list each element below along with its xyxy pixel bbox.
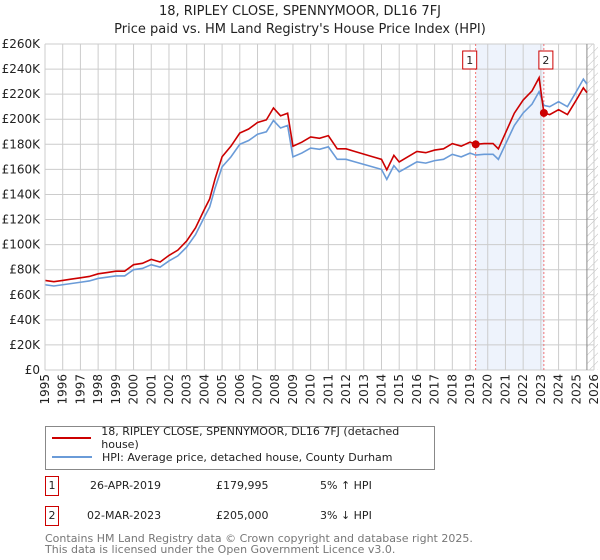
x-tick-label: 2011 [321,374,335,405]
forecast-hatch [586,44,598,370]
sale-badge-box [462,50,478,70]
x-tick-label: 1996 [56,374,70,405]
footer-copyright: Contains HM Land Registry data © Crown c… [45,532,473,545]
chart-subtitle: Price paid vs. HM Land Registry's House … [114,22,486,37]
x-tick-label: 2022 [516,374,530,405]
price-chart: £0 £20K £40K £60K £80K £100K £120K £140K £160K £1… [2,37,600,405]
x-tick-label: 2002 [162,374,176,405]
sale-date: 02-MAR-2023 [87,509,162,522]
x-tick-label: 2020 [481,374,495,405]
x-tick-label: 2025 [569,374,583,405]
y-tick-label: £40K [9,313,41,327]
y-tick-label: £80K [9,263,41,277]
x-tick-label: 2021 [498,374,512,405]
x-tick-label: 2005 [215,374,229,405]
sale-period-shade [475,44,544,370]
sale-date: 26-APR-2019 [90,479,162,492]
sale-badge-label: 1 [466,54,473,67]
legend-label: HPI: Average price, detached house, Coun… [102,450,393,464]
x-tick-label: 2006 [233,374,247,405]
x-tick-label: 1999 [109,374,123,405]
y-tick-label: £200K [2,112,42,126]
x-tick-label: 2001 [144,374,158,405]
sale-point [471,140,480,149]
legend-swatch-property [52,437,92,439]
y-tick-label: £100K [2,238,42,252]
y-tick-label: £160K [2,162,42,176]
y-tick-label: £240K [2,62,42,76]
x-tick-label: 2010 [304,374,318,405]
sale-badge: 2 [45,506,59,526]
sale-row: 1 26-APR-2019 £179,995 5% ↑ HPI [45,476,545,496]
chart-title: 18, RIPLEY CLOSE, SPENNYMOOR, DL16 7FJ [158,4,442,19]
sale-badge-label: 2 [542,54,549,67]
x-tick-label: 2024 [552,374,566,405]
x-tick-label: 2008 [268,374,282,405]
x-tick-label: 2012 [339,374,353,405]
sale-badge-box [538,50,554,70]
x-tick-label: 2003 [180,374,194,405]
y-tick-label: £180K [2,137,42,151]
sale-badge: 1 [45,476,59,496]
legend-item-hpi: HPI: Average price, detached house, Coun… [52,449,393,465]
x-tick-label: 2015 [392,374,406,405]
hpi-line [44,77,588,287]
y-tick-label: £220K [2,87,42,101]
x-tick-label: 2013 [357,374,371,405]
sale-price: £205,000 [216,509,269,522]
sale-price: £179,995 [216,479,269,492]
x-tick-label: 2007 [251,374,265,405]
x-tick-label: 2019 [463,374,477,405]
sale-hpi-diff: 5% ↑ HPI [320,479,372,492]
legend-item-property: 18, RIPLEY CLOSE, SPENNYMOOR, DL16 7FJ (… [52,425,434,451]
sale-hpi-diff: 3% ↓ HPI [320,509,372,522]
sale-row: 2 02-MAR-2023 £205,000 3% ↓ HPI [45,506,545,526]
y-tick-label: £0 [25,363,40,377]
x-tick-label: 1997 [73,374,87,405]
legend-swatch-hpi [52,456,92,458]
legend-label: 18, RIPLEY CLOSE, SPENNYMOOR, DL16 7FJ (… [101,425,400,451]
x-tick-label: 1995 [38,374,52,405]
x-tick-label: 2000 [127,374,141,405]
x-tick-label: 2004 [197,374,211,405]
x-tick-label: 1998 [91,374,105,405]
x-tick-label: 2017 [428,374,442,405]
sale-point [539,108,548,117]
x-tick-label: 2016 [410,374,424,405]
y-tick-label: £60K [9,288,41,302]
y-tick-label: £120K [2,213,42,227]
x-tick-label: 2018 [445,374,459,405]
x-tick-label: 2009 [286,374,300,405]
footer-licence: This data is licensed under the Open Gov… [45,543,396,556]
x-tick-label: 2026 [587,374,600,405]
legend: 18, RIPLEY CLOSE, SPENNYMOOR, DL16 7FJ (… [45,425,435,470]
x-tick-label: 2014 [374,374,388,405]
y-tick-label: £20K [9,338,41,352]
x-tick-label: 2023 [534,374,548,405]
y-tick-label: £140K [2,187,42,201]
y-tick-label: £260K [2,37,42,51]
property-price-line [44,75,588,283]
